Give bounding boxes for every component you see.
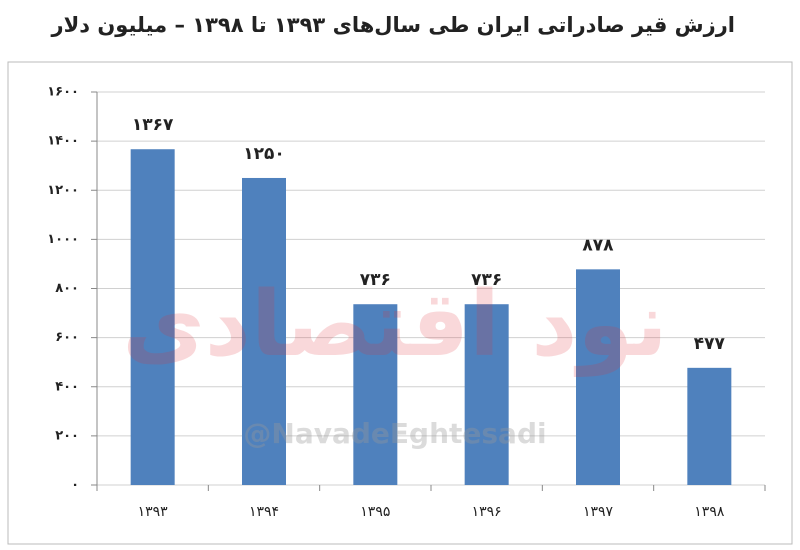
value-label: ۷۳۶ [471, 270, 502, 290]
y-tick-label: ۰ [71, 478, 79, 493]
value-label: ۴۷۷ [694, 334, 726, 354]
chart-title: ارزش قیر صادراتی ایران طی سال‌های ۱۳۹۳ ت… [51, 13, 735, 37]
watermark-handle: @NavadeEghtesadi [243, 417, 546, 450]
y-tick-label: ۶۰۰ [55, 330, 79, 345]
watermark-logo: نود اقتصادی [122, 272, 667, 377]
chart-frame [7, 61, 793, 545]
bar [687, 367, 732, 485]
y-tick-label: ۱۲۰۰ [47, 183, 79, 198]
y-tick-label: ۴۰۰ [55, 379, 79, 394]
bar [464, 304, 509, 485]
y-tick-label: ۱۰۰۰ [47, 232, 79, 247]
x-tick-label: ۱۳۹۶ [472, 504, 502, 520]
x-tick-label: ۱۳۹۴ [249, 504, 279, 520]
y-tick-label: ۱۶۰۰ [47, 85, 79, 100]
bar [576, 269, 620, 485]
bar [130, 149, 175, 485]
value-label: ۸۷۸ [582, 235, 614, 255]
x-tick-label: ۱۳۹۸ [694, 504, 725, 520]
value-label: ۱۳۶۷ [132, 115, 174, 135]
plot-area: ۰ ۲۰۰ ۴۰۰ ۶۰۰ ۸۰۰ ۱۰۰۰ ۱۲۰۰ ۱۴۰۰ ۱۶۰۰ ۱۳۹۳ ۱۳۶۷ ۱۳۹… [47, 85, 766, 520]
y-tick-label: ۲۰۰ [55, 428, 79, 443]
x-tick-label: ۱۳۹۷ [583, 504, 614, 520]
bar [353, 304, 398, 485]
x-tick-label: ۱۳۹۵ [360, 504, 390, 520]
value-label: ۷۳۶ [360, 270, 391, 290]
bar [242, 177, 286, 485]
y-tick-label: ۸۰۰ [55, 281, 79, 296]
x-tick-label: ۱۳۹۳ [138, 504, 169, 520]
y-tick-label: ۱۴۰۰ [47, 134, 79, 149]
value-label: ۱۲۵۰ [243, 144, 285, 164]
